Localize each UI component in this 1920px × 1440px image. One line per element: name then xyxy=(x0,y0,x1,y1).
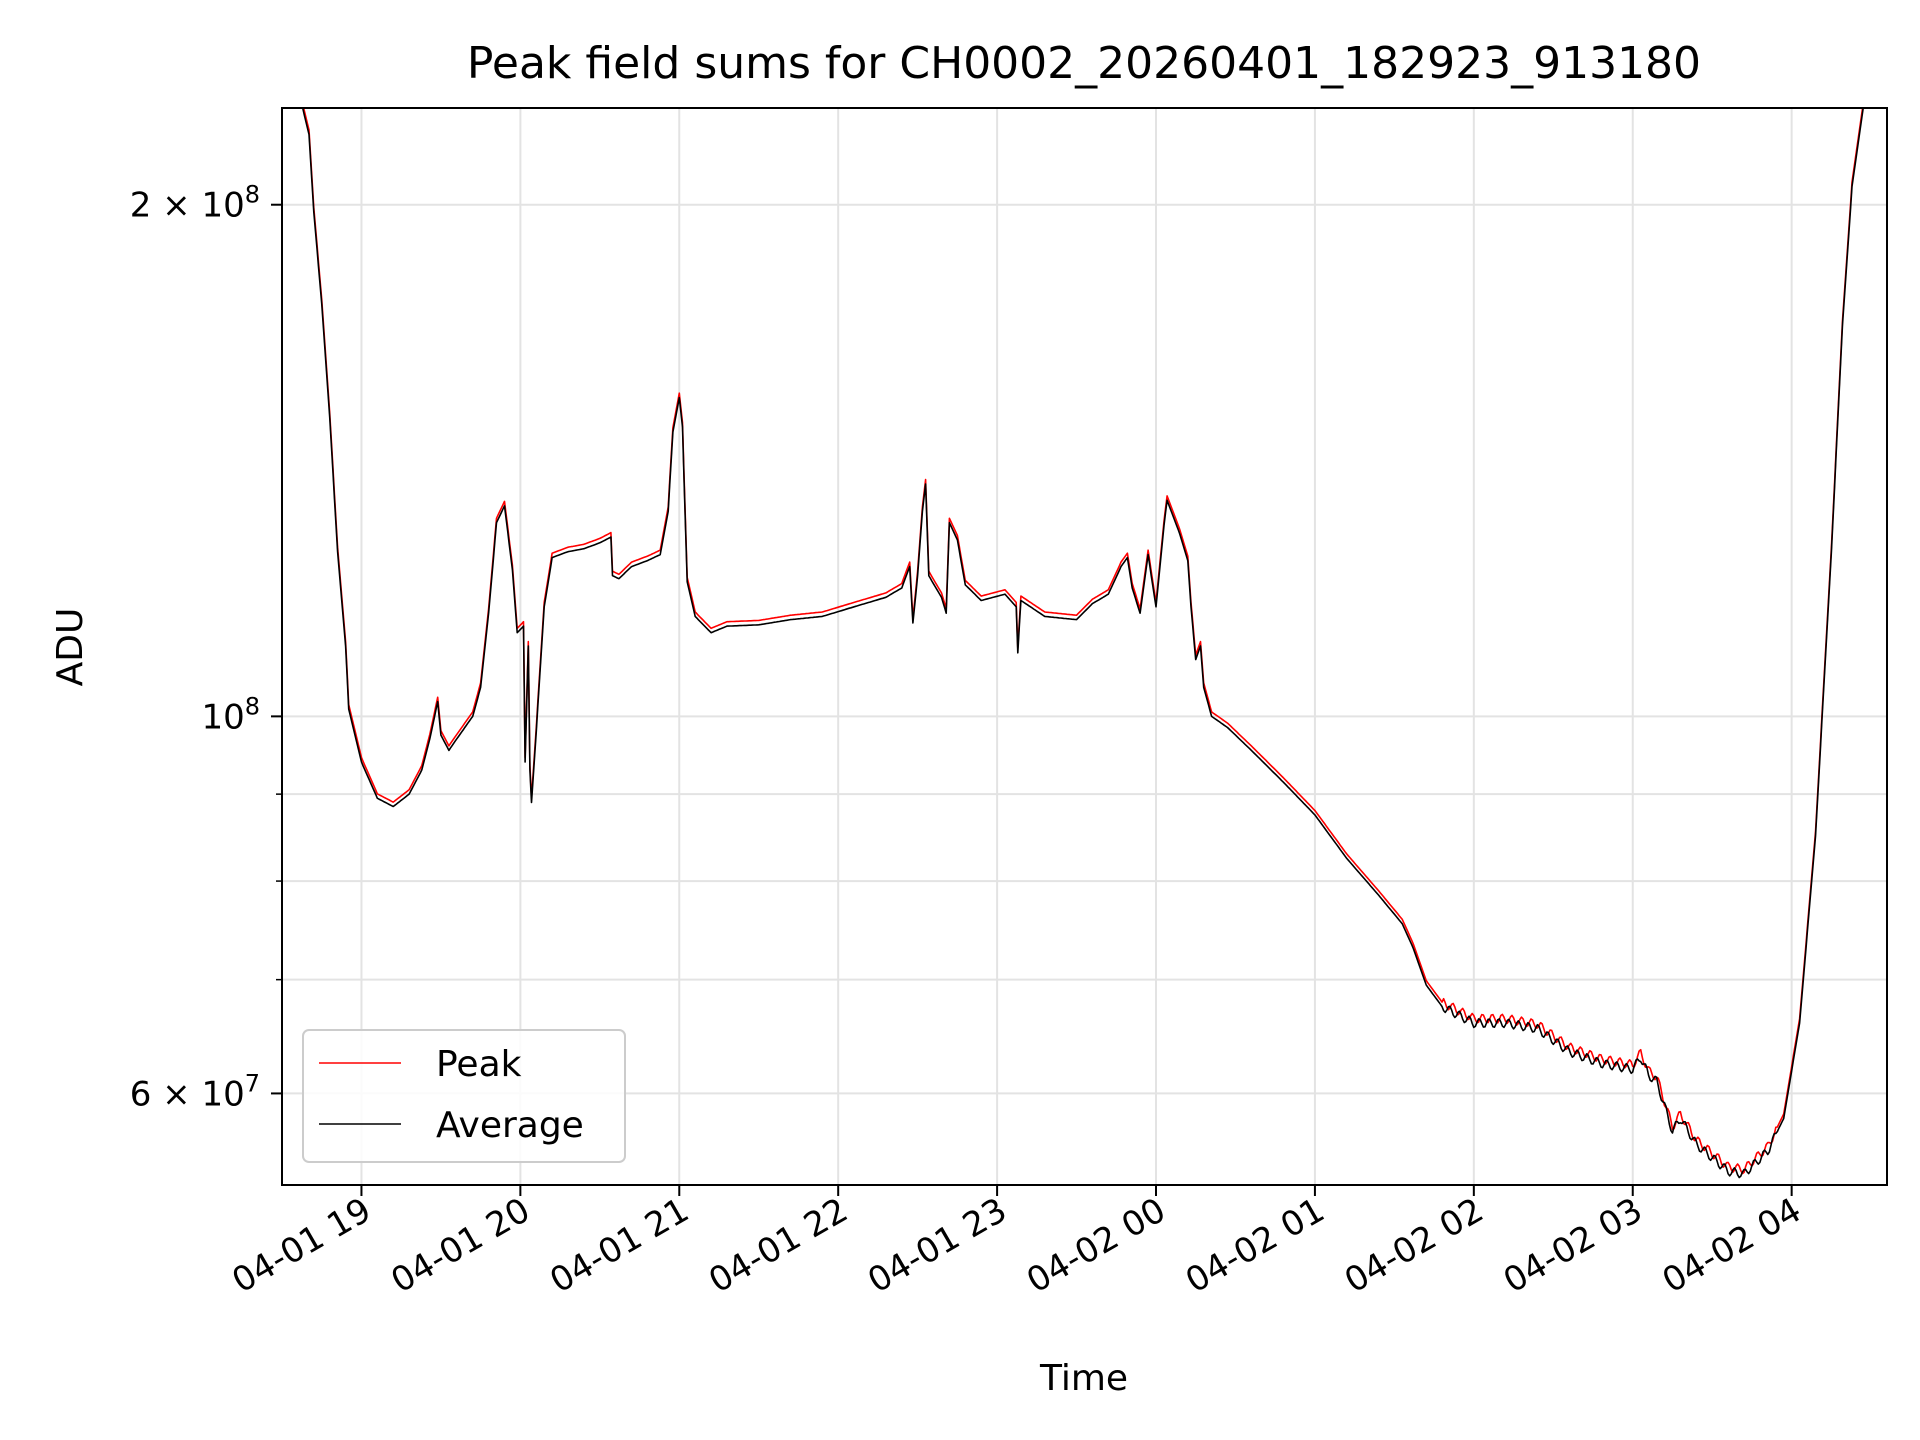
legend-label-peak: Peak xyxy=(436,1044,522,1085)
plot-frame xyxy=(281,107,1888,1186)
grid xyxy=(282,108,1887,1185)
legend: Peak Average xyxy=(302,1029,626,1163)
y-tick-label: 6 × 107 xyxy=(130,1069,260,1114)
series-line-average xyxy=(282,108,1887,1179)
chart-title: Peak field sums for CH0002_20260401_1829… xyxy=(467,38,1701,89)
y-axis-label: ADU xyxy=(50,608,91,687)
y-tick-label: 2 × 108 xyxy=(130,181,260,226)
x-axis-label: Time xyxy=(1039,1358,1128,1399)
y-axis-ticks: 108 2 × 108 6 × 107 xyxy=(130,181,282,1114)
plot-lines xyxy=(282,108,1887,1179)
legend-label-average: Average xyxy=(436,1105,584,1146)
y-tick-label: 108 xyxy=(201,692,260,737)
